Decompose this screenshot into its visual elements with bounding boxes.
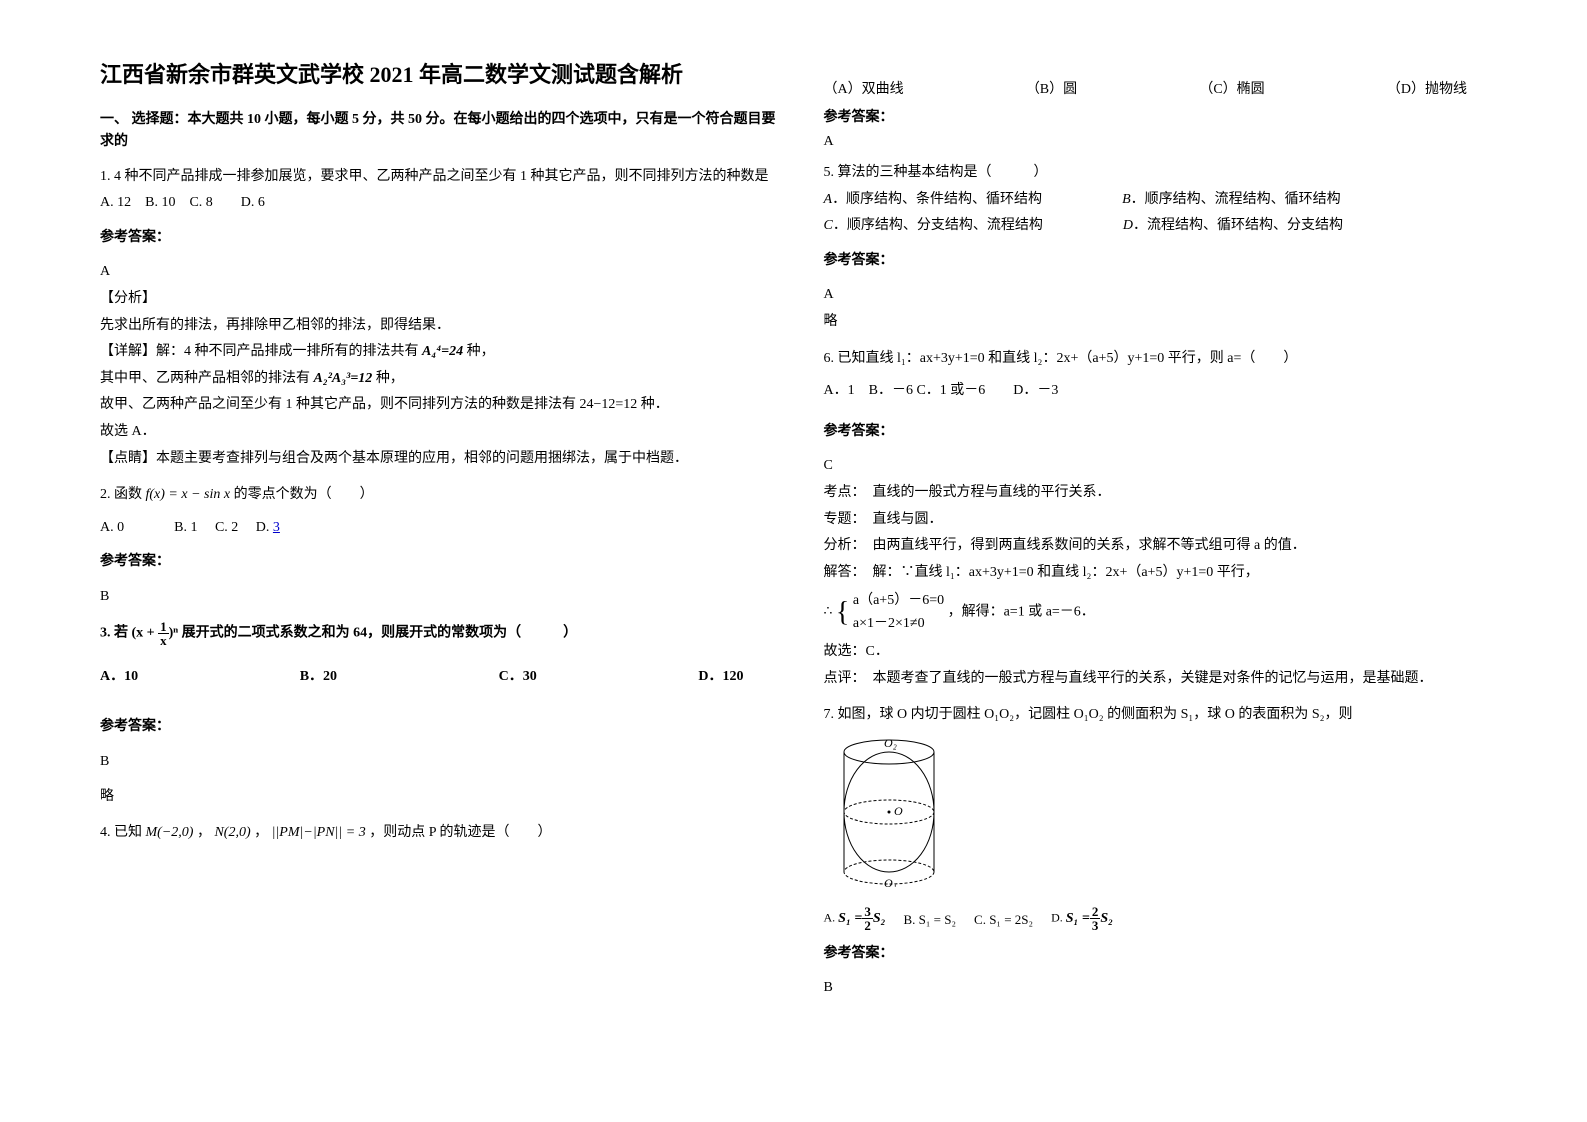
q2-answer: B [100, 584, 784, 611]
q1-line4: 故选 A． [100, 419, 784, 446]
q6-kaodian: 考点： 直线的一般式方程与直线的平行关系． [824, 480, 1508, 507]
q1-analysis: 先求出所有的排法，再排除甲乙相邻的排法，即得结果． [100, 313, 784, 340]
formula-fx: f(x) = x − sin x [146, 482, 231, 509]
answer-label: 参考答案： [824, 941, 1508, 968]
q1-detail: 【详解】解：4 种不同产品排成一排所有的排法共有 A₄⁴=24 种， [100, 339, 784, 366]
left-column: 江西省新余市群英文武学校 2021 年高二数学文测试题含解析 一、 选择题：本大… [100, 60, 784, 1012]
q5-opts-row2: C．顺序结构、分支结构、流程结构 D．流程结构、循环结构、分支结构 [824, 213, 1508, 240]
q6-fenxi: 分析： 由两直线平行，得到两直线系数间的关系，求解不等式组可得 a 的值． [824, 533, 1508, 560]
formula-a22a33: A₂²A₃³=12 [314, 366, 373, 393]
section-1-heading: 一、 选择题：本大题共 10 小题，每小题 5 分，共 50 分。在每小题给出的… [100, 109, 784, 154]
q6-zhuanti: 专题： 直线与圆． [824, 507, 1508, 534]
svg-text:O₂: O₂ [884, 737, 897, 750]
q2-options: A. 0 B. 1 C. 2 D. 3 [100, 515, 784, 542]
answer-label: 参考答案： [824, 419, 1508, 446]
q5-lve: 略 [824, 309, 1508, 336]
answer-label: 参考答案： [100, 225, 784, 252]
q7-stem: 7. 如图，球 O 内切于圆柱 O₁O₂，记圆柱 O₁O₂ 的侧面积为 S₁，球… [824, 702, 1508, 729]
question-3: 3. 若 (x + 1x)ⁿ 展开式的二项式系数之和为 64，则展开式的常数项为… [100, 620, 784, 810]
answer-label: 参考答案： [100, 714, 784, 741]
q3-stem: 3. 若 (x + 1x)ⁿ 展开式的二项式系数之和为 64，则展开式的常数项为… [100, 620, 784, 647]
q6-options: A．1 B．－6 C．1 或－6 D．－3 [824, 378, 1508, 405]
formula-cond: ||PM|−|PN|| = 3 [272, 820, 366, 847]
doc-title: 江西省新余市群英文武学校 2021 年高二数学文测试题含解析 [100, 60, 784, 91]
q1-line2: 其中甲、乙两种产品相邻的排法有 A₂²A₃³=12 种， [100, 366, 784, 393]
question-1: 1. 4 种不同产品排成一排参加展览，要求甲、乙两种产品之间至少有 1 种其它产… [100, 164, 784, 473]
q3-options: A．10 B．20 C．30 D．120 [100, 664, 784, 691]
q3-lve: 略 [100, 784, 784, 811]
q1-line3: 故甲、乙两种产品之间至少有 1 种其它产品，则不同排列方法的种数是排法有 24−… [100, 392, 784, 419]
q6-dianping: 点评： 本题考查了直线的一般式方程与直线平行的关系，关键是对条件的记忆与运用，是… [824, 666, 1508, 693]
question-7: 7. 如图，球 O 内切于圆柱 O₁O₂，记圆柱 O₁O₂ 的侧面积为 S₁，球… [824, 702, 1508, 1002]
question-5: 5. 算法的三种基本结构是（ ） AA．顺序结构、条件结构、循环结构．顺序结构、… [824, 160, 1508, 336]
q1-answer: A [100, 259, 784, 286]
frac-1-x: 1x [158, 620, 169, 647]
question-2: 2. 函数 f(x) = x − sin x 的零点个数为（ ） A. 0 B.… [100, 482, 784, 610]
answer-label: 参考答案： [824, 106, 1508, 126]
answer-label: 参考答案： [100, 549, 784, 576]
q3-answer: B [100, 749, 784, 776]
q5-stem: 5. 算法的三种基本结构是（ ） [824, 160, 1508, 187]
analysis-label: 【分析】 [100, 286, 784, 313]
q6-jieda1: 解答： 解：∵直线 l₁：ax+3y+1=0 和直线 l₂：2x+（a+5）y+… [824, 560, 1508, 587]
question-6: 6. 已知直线 l₁：ax+3y+1=0 和直线 l₂：2x+（a+5）y+1=… [824, 346, 1508, 693]
q7-options: A. S₁ = 32 S₂ B. S₁ = S₂ C. S₁ = 2S₂ D. … [824, 905, 1508, 932]
q2-stem: 2. 函数 f(x) = x − sin x 的零点个数为（ ） [100, 482, 784, 509]
q2-link-3[interactable]: 3 [273, 520, 280, 535]
q6-system: ∴ { a（a+5）－6=0 a×1－2×1≠0 ，解得：a=1 或 a=－6． [824, 590, 1508, 635]
q5-opts-row1: AA．顺序结构、条件结构、循环结构．顺序结构、条件结构、循环结构 B．顺序结构、… [824, 187, 1508, 214]
cylinder-sphere-diagram: O O₂ O₁ [834, 737, 1508, 898]
formula-M: M(−2,0) [146, 820, 194, 847]
svg-text:O₁: O₁ [884, 876, 897, 887]
q4-options: （A）双曲线 （B）圆 （C）椭圆 （D）抛物线 [824, 78, 1508, 98]
q1-options: A. 12 B. 10 C. 8 D. 6 [100, 190, 784, 217]
formula-a44: A₄⁴=24 [422, 339, 463, 366]
question-4-stem: 4. 已知 M(−2,0) ， N(2,0) ， ||PM|−|PN|| = 3… [100, 820, 784, 847]
q6-jieda3: 故选：C． [824, 639, 1508, 666]
q7-answer: B [824, 975, 1508, 1002]
q5-answer: A [824, 282, 1508, 309]
formula-N: N(2,0) [214, 820, 250, 847]
q1-dianjing: 【点睛】本题主要考查排列与组合及两个基本原理的应用，相邻的问题用捆绑法，属于中档… [100, 446, 784, 473]
q6-answer: C [824, 453, 1508, 480]
q4-answer: A [824, 134, 1508, 150]
answer-label: 参考答案： [824, 248, 1508, 275]
q1-stem: 1. 4 种不同产品排成一排参加展览，要求甲、乙两种产品之间至少有 1 种其它产… [100, 164, 784, 191]
right-column: （A）双曲线 （B）圆 （C）椭圆 （D）抛物线 参考答案： A 5. 算法的三… [824, 60, 1508, 1012]
q6-stem: 6. 已知直线 l₁：ax+3y+1=0 和直线 l₂：2x+（a+5）y+1=… [824, 346, 1508, 373]
svg-text:O: O [894, 804, 903, 818]
brace-icon: { [836, 600, 849, 625]
